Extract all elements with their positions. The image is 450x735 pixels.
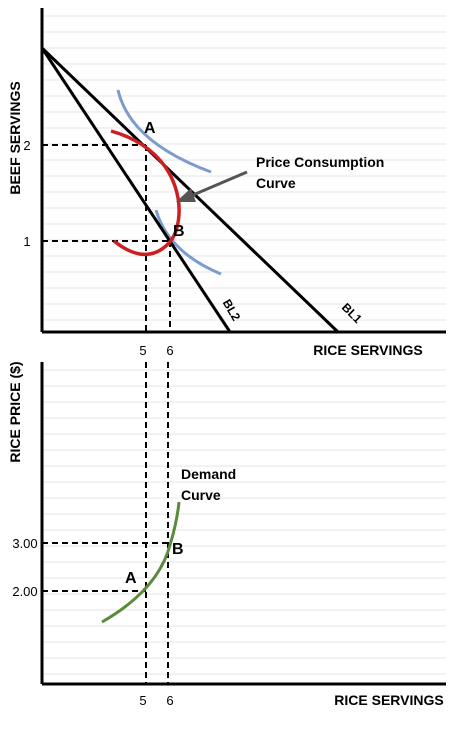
- indifference-curve-b: [154, 209, 222, 276]
- bottom-x-tick-5: 5: [139, 693, 146, 708]
- bottom-x-axis-label: RICE SERVINGS: [334, 692, 443, 708]
- budget-line-2: [40, 47, 232, 333]
- price-consumption-curve: [110, 129, 181, 257]
- indifference-curve-a: [116, 89, 212, 174]
- top-panel: BEEF SERVINGS 2 1 5 6 RICE SERVINGS A B …: [7, 8, 446, 358]
- background-gridlines: [43, 15, 446, 675]
- pcc-label: Price Consumption: [256, 154, 384, 170]
- top-x-tick-6: 6: [166, 343, 173, 358]
- bottom-x-tick-6: 6: [166, 693, 173, 708]
- top-y-axis-label: BEEF SERVINGS: [7, 81, 23, 194]
- pcc-arrow-head: [176, 188, 196, 202]
- pcc-label-curve: Curve: [256, 175, 296, 191]
- point-a-bottom: A: [125, 570, 137, 587]
- top-x-axis-label: RICE SERVINGS: [313, 342, 422, 358]
- top-y-tick-1: 1: [23, 234, 30, 249]
- demand-label: Demand: [181, 466, 236, 482]
- demand-label-curve: Curve: [181, 487, 221, 503]
- bottom-panel: RICE PRICE ($) 3.00 2.00 5 6 RICE SERVIN…: [7, 361, 446, 708]
- top-x-tick-5: 5: [139, 343, 146, 358]
- bottom-y-tick-3: 3.00: [12, 536, 37, 551]
- point-b-top: B: [173, 223, 185, 240]
- bottom-y-axis-label: RICE PRICE ($): [7, 361, 23, 462]
- point-b-bottom: B: [172, 541, 184, 558]
- pcc-arrow-shaft: [192, 170, 248, 197]
- top-y-tick-2: 2: [23, 138, 30, 153]
- bottom-y-tick-2: 2.00: [12, 584, 37, 599]
- demand-curve: [101, 501, 181, 624]
- point-a-top: A: [144, 120, 156, 137]
